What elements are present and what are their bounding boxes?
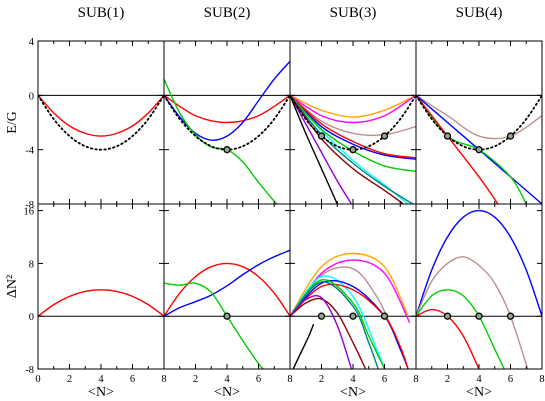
y-tick-label: 8 xyxy=(29,259,34,270)
x-axis-label-2: <N> xyxy=(214,385,240,400)
marker-point-3 xyxy=(506,312,515,320)
panel-bottom-3 xyxy=(289,203,417,370)
marker-point-2 xyxy=(475,146,483,154)
panel-bottom-4 xyxy=(415,203,543,370)
marker-point-1 xyxy=(443,132,452,140)
column-title-1: SUB(1) xyxy=(78,5,125,21)
x-tick-label: 8 xyxy=(539,374,544,385)
series-line-3 xyxy=(416,289,505,369)
x-tick-label: 4 xyxy=(476,374,482,385)
x-axis-label-1: <N> xyxy=(88,385,114,400)
x-tick-label: 6 xyxy=(130,374,135,385)
series-line-2 xyxy=(38,94,164,151)
series-line-7 xyxy=(290,279,386,369)
panel-top-1 xyxy=(37,40,165,205)
series-line-10 xyxy=(290,94,353,204)
series-line-9 xyxy=(290,297,367,369)
series-line-3 xyxy=(416,94,527,204)
series-line-11 xyxy=(290,95,338,204)
marker-point-3 xyxy=(380,132,389,140)
column-title-3: SUB(3) xyxy=(330,5,377,21)
marker-point-3 xyxy=(506,132,515,140)
x-axis-label-4: <N> xyxy=(466,385,492,400)
marker-point-3 xyxy=(380,312,389,320)
y-tick-label: 0 xyxy=(29,91,34,102)
x-tick-label: 8 xyxy=(287,374,292,385)
series-line-6 xyxy=(290,94,416,159)
panel-top-4 xyxy=(415,40,543,205)
series-line-5 xyxy=(416,94,542,151)
marker-point-1 xyxy=(317,312,326,320)
series-line-1 xyxy=(290,252,409,317)
series-line-1 xyxy=(416,209,542,317)
y-tick-label: 4 xyxy=(29,37,35,48)
series-line-11 xyxy=(292,323,315,369)
series-line-3 xyxy=(164,282,264,369)
x-tick-label: 4 xyxy=(98,374,104,385)
x-tick-label: 0 xyxy=(35,374,40,385)
x-tick-label: 8 xyxy=(413,374,418,385)
series-line-1 xyxy=(38,94,164,137)
x-tick-label: 2 xyxy=(67,374,72,385)
series-line-6 xyxy=(290,283,409,369)
y-axis-label-bottom: ΔN² xyxy=(5,275,20,298)
series-line-2 xyxy=(290,94,416,124)
marker-point-1 xyxy=(223,312,231,320)
panel-top-2 xyxy=(163,40,291,205)
panel-top-3 xyxy=(289,40,417,205)
panel-frame xyxy=(415,203,543,370)
series-line-1 xyxy=(38,289,164,317)
x-tick-label: 2 xyxy=(319,374,324,385)
series-line-4 xyxy=(416,94,499,204)
marker-point-1 xyxy=(223,146,231,154)
series-line-1 xyxy=(416,94,542,140)
column-title-2: SUB(2) xyxy=(204,5,251,21)
series-line-4 xyxy=(290,275,386,369)
series-line-5 xyxy=(290,279,409,369)
marker-point-1 xyxy=(317,132,326,140)
series-line-8 xyxy=(290,281,379,369)
x-tick-label: 8 xyxy=(161,374,166,385)
series-line-5 xyxy=(290,94,416,160)
series-line-2 xyxy=(164,249,290,317)
x-tick-label: 6 xyxy=(508,374,513,385)
series-line-3 xyxy=(290,94,416,137)
x-tick-label: 6 xyxy=(382,374,387,385)
panel-bottom-1 xyxy=(37,203,165,370)
series-line-1 xyxy=(164,94,290,124)
series-line-10 xyxy=(290,294,353,369)
y-tick-label: -8 xyxy=(25,200,34,211)
x-axis-label-3: <N> xyxy=(340,385,366,400)
x-tick-label: 4 xyxy=(350,374,356,385)
x-tick-label: 6 xyxy=(256,374,261,385)
y-tick-label: -8 xyxy=(25,365,34,376)
panel-bottom-2 xyxy=(163,203,291,370)
series-line-2 xyxy=(416,256,529,369)
x-tick-label: 2 xyxy=(445,374,450,385)
series-line-1 xyxy=(164,262,290,317)
y-tick-label: -4 xyxy=(25,146,34,157)
column-title-4: SUB(4) xyxy=(456,5,503,21)
panel-frame xyxy=(37,203,165,370)
x-tick-label: 2 xyxy=(193,374,198,385)
y-axis-label-top: E/G xyxy=(5,111,20,134)
panels xyxy=(37,40,543,370)
marker-point-2 xyxy=(349,312,357,320)
series-line-1 xyxy=(290,94,416,118)
marker-point-2 xyxy=(349,146,357,154)
marker-point-1 xyxy=(443,312,452,320)
marker-point-2 xyxy=(475,312,483,320)
series-line-2 xyxy=(164,60,290,141)
x-tick-label: 4 xyxy=(224,374,230,385)
y-tick-label: 16 xyxy=(24,207,35,218)
column-titles: SUB(1) SUB(2) SUB(3) SUB(4) xyxy=(78,5,503,21)
axis-labels: E/G ΔN² <N> <N> <N> <N> xyxy=(5,111,492,400)
y-tick-label: 0 xyxy=(29,312,34,323)
series-line-8 xyxy=(290,94,414,204)
